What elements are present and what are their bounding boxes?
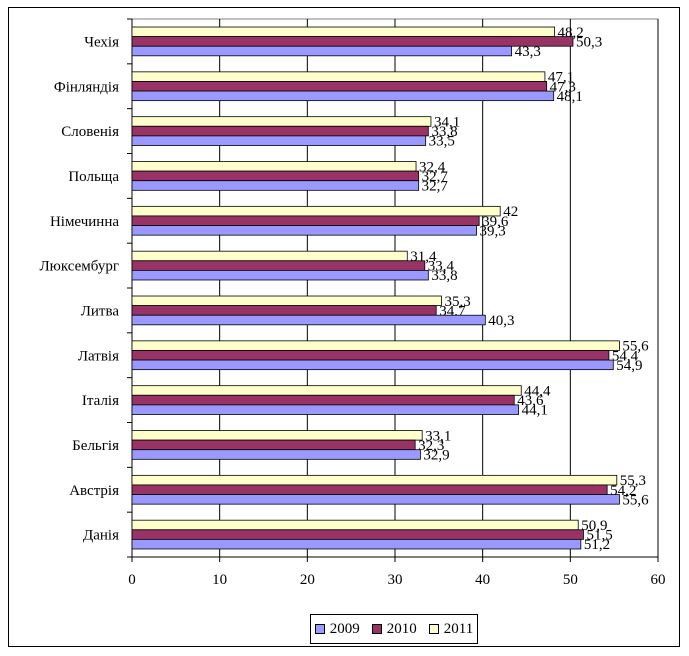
data-label-2009: 33,8 [431, 268, 457, 284]
bar-2010 [131, 439, 416, 451]
data-label-2009: 55,6 [622, 492, 649, 508]
legend: 2009 2010 2011 [310, 614, 478, 644]
category-label: Фінляндія [54, 79, 119, 95]
bar-2011 [131, 519, 579, 531]
legend-label-2010: 2010 [386, 620, 417, 637]
bar-2011 [131, 340, 620, 351]
data-label-2011: 50,9 [581, 518, 607, 534]
data-label-2011: 55,6 [622, 339, 649, 355]
data-label-2010: 39,6 [482, 214, 509, 230]
data-label-2011: 44,4 [524, 383, 551, 399]
category-label: Словенія [61, 124, 119, 140]
bar-2009 [131, 494, 620, 505]
bar-2010 [131, 215, 480, 226]
data-label-2010: 50,3 [576, 34, 602, 50]
bar-2009 [131, 359, 614, 371]
data-label-2009: 43,3 [515, 44, 541, 60]
x-tick-label: 60 [651, 572, 666, 588]
x-tick-label: 40 [475, 572, 490, 588]
data-label-2010: 54,4 [612, 348, 639, 364]
bar-2011 [131, 26, 555, 38]
bar-2009 [131, 538, 582, 550]
x-tick-label: 50 [563, 572, 578, 588]
category-label: Бельгія [72, 438, 119, 454]
bar-2011 [131, 250, 408, 262]
bar-2011 [131, 161, 417, 172]
category-label: Німечинна [50, 214, 119, 230]
data-label-2010: 33,8 [431, 124, 457, 140]
legend-swatch-2010 [371, 624, 382, 634]
data-label-2010: 43,6 [517, 393, 544, 409]
data-label-2009: 32,9 [423, 448, 449, 464]
x-tick-label: 30 [388, 572, 403, 588]
bar-2010 [131, 125, 429, 137]
bar-2010 [131, 260, 426, 271]
bar-2011 [131, 295, 442, 307]
bar-2009 [131, 225, 477, 236]
data-label-2009: 32,7 [422, 179, 449, 195]
bar-2010 [131, 394, 515, 406]
data-label-2009: 39,3 [480, 223, 506, 239]
bar-2009 [131, 90, 555, 102]
category-label: Данія [83, 528, 119, 544]
category-label: Чехія [84, 34, 119, 50]
bar-2009 [131, 135, 427, 146]
data-label-2010: 51,5 [586, 528, 612, 544]
data-label-2009: 48,1 [557, 89, 583, 105]
bar-2010 [131, 305, 437, 316]
bar-2010 [131, 484, 608, 495]
data-label-2010: 47,3 [550, 79, 576, 95]
bar-2009 [131, 449, 421, 460]
category-label: Люксембург [40, 259, 120, 275]
x-tick-label: 0 [128, 572, 136, 588]
data-label-2009: 51,2 [584, 537, 610, 553]
x-tick-label: 20 [300, 572, 315, 588]
legend-swatch-2011 [428, 624, 439, 634]
legend-label-2009: 2009 [329, 620, 360, 637]
bar-2009 [131, 404, 520, 415]
data-label-2011: 32,4 [419, 159, 446, 175]
legend-item-2011: 2011 [428, 620, 474, 638]
legend-swatch-2009 [314, 624, 325, 634]
bar-2010 [131, 350, 610, 361]
data-label-2011: 34,1 [434, 114, 460, 130]
legend-item-2010: 2010 [371, 620, 417, 638]
data-label-2009: 40,3 [488, 313, 514, 329]
bar-2011 [131, 205, 501, 217]
bar-2009 [131, 314, 486, 326]
category-label: Литва [81, 303, 120, 319]
bar-2010 [131, 170, 420, 182]
data-label-2010: 32,7 [422, 169, 449, 185]
data-label-2011: 35,3 [444, 294, 470, 310]
data-label-2009: 44,1 [522, 403, 548, 419]
data-label-2010: 33,4 [428, 259, 455, 275]
bar-2009 [131, 45, 512, 57]
bar-2011 [131, 474, 618, 486]
legend-label-2011: 2011 [443, 620, 474, 637]
bar-2010 [131, 36, 574, 47]
bar-2009 [131, 269, 429, 281]
data-label-2009: 33,5 [429, 134, 455, 150]
bar-2011 [131, 385, 522, 396]
data-label-2011: 33,1 [425, 428, 451, 444]
bar-2011 [131, 116, 432, 127]
data-label-2009: 54,9 [616, 358, 642, 374]
bar-2010 [131, 529, 584, 540]
x-tick-label: 10 [212, 572, 227, 588]
data-label-2011: 55,3 [620, 473, 646, 489]
data-label-2011: 47,1 [548, 70, 574, 86]
category-label: Австрія [69, 483, 119, 499]
bar-2009 [131, 180, 420, 191]
bar-2010 [131, 81, 548, 92]
category-label: Польща [68, 169, 119, 185]
bar-2011 [131, 430, 423, 441]
legend-item-2009: 2009 [314, 620, 360, 638]
data-label-2010: 32,3 [418, 438, 444, 454]
category-label: Латвія [78, 348, 119, 364]
data-label-2011: 42 [503, 204, 518, 220]
category-label: Італія [82, 393, 119, 409]
bar-2011 [131, 71, 546, 82]
